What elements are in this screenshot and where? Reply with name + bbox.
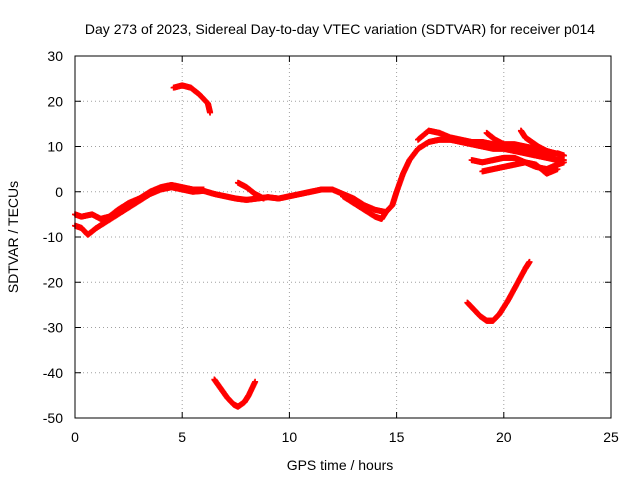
x-axis-label: GPS time / hours [287, 457, 394, 473]
series-lower-left-u [211, 376, 259, 410]
data-point [252, 378, 259, 385]
data-points [72, 82, 567, 410]
data-point [260, 195, 267, 202]
axis-ticks: 0 5 10 15 20 25 -50 -40 -30 -20 -10 0 10 20 30 [43, 48, 619, 445]
series-dip-branch [340, 193, 389, 222]
y-tick-label: -10 [43, 229, 63, 245]
y-tick-label: -50 [43, 410, 63, 426]
series-lower-right-check [464, 258, 533, 324]
data-point [560, 152, 567, 159]
y-tick-label: 0 [55, 184, 63, 200]
y-tick-label: -20 [43, 274, 63, 290]
series-early-branch [72, 181, 207, 222]
series-late-branch-e [517, 127, 567, 159]
y-tick-label: -30 [43, 320, 63, 336]
data-point [207, 109, 214, 116]
series-mid-blip [234, 179, 267, 202]
x-tick-label: 0 [71, 429, 79, 445]
chart-title: Day 273 of 2023, Sidereal Day-to-day VTE… [85, 21, 595, 37]
x-tick-label: 5 [178, 429, 186, 445]
x-tick-label: 20 [496, 429, 512, 445]
x-tick-label: 10 [282, 429, 298, 445]
x-tick-label: 25 [603, 429, 619, 445]
data-point [554, 166, 561, 173]
y-tick-label: 30 [47, 48, 63, 64]
data-point [526, 258, 533, 265]
series-late-branch-c [479, 159, 561, 177]
y-tick-label: -40 [43, 365, 63, 381]
data-point [560, 159, 567, 166]
y-tick-label: 20 [47, 93, 63, 109]
y-tick-label: 10 [47, 139, 63, 155]
y-axis-label: SDTVAR / TECUs [5, 181, 21, 293]
x-tick-label: 15 [389, 429, 405, 445]
series-upper-isolated-arc [170, 82, 214, 116]
data-point [382, 209, 389, 216]
data-point [200, 186, 207, 193]
